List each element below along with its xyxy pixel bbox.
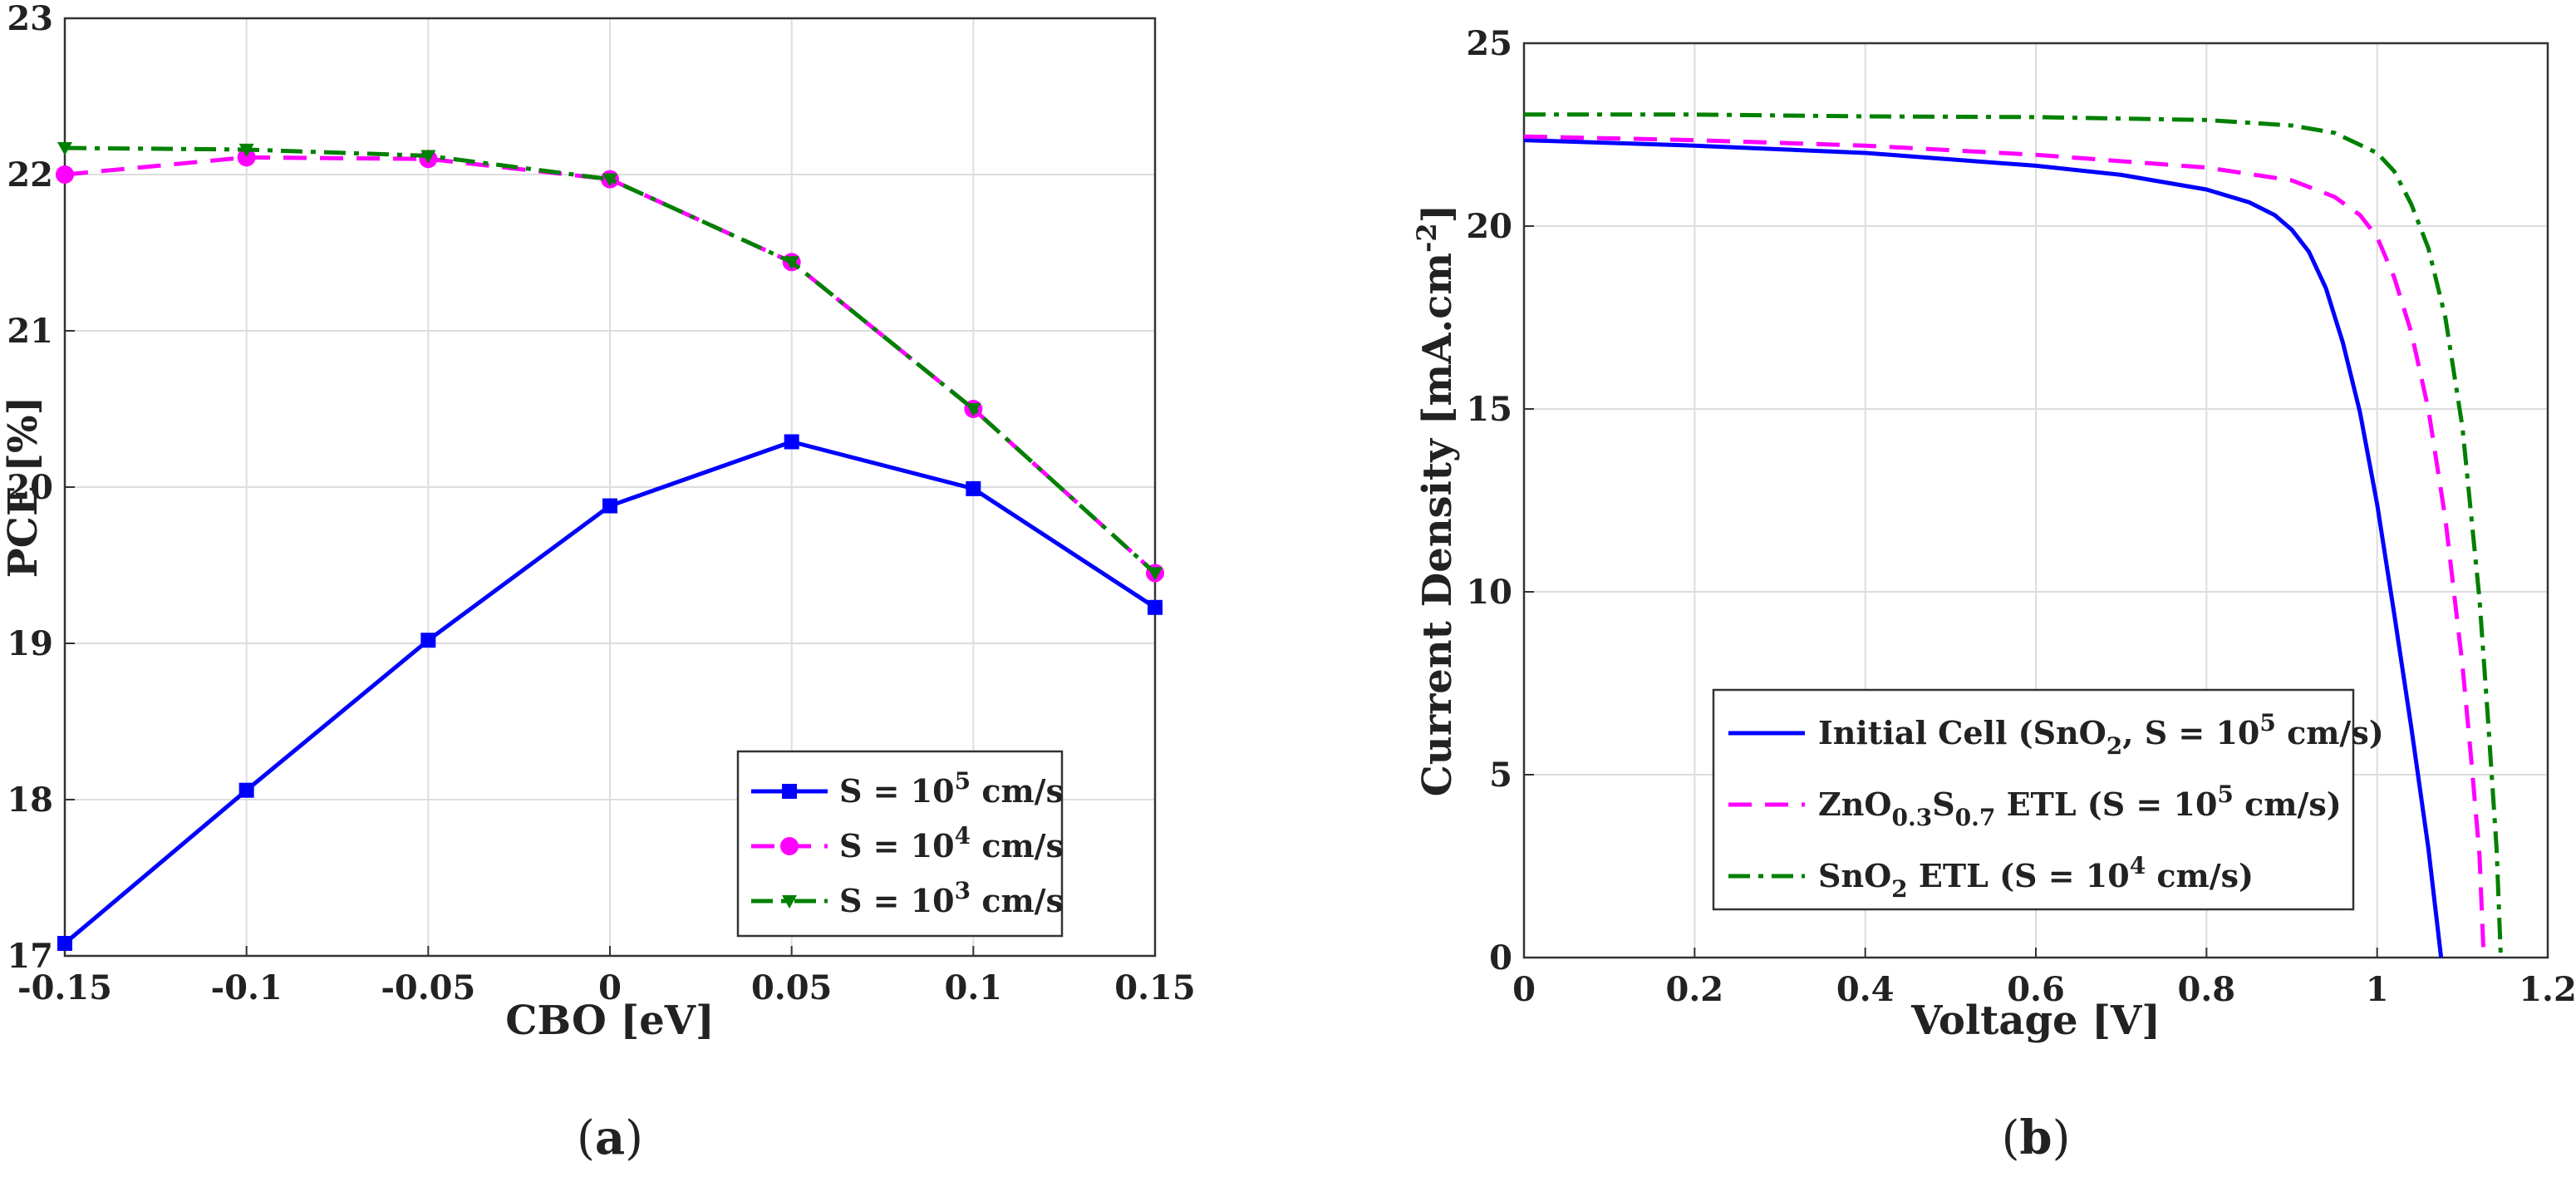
x-tick-label: 1 <box>2366 970 2389 1009</box>
y-tick-label: 22 <box>7 155 53 195</box>
data-point-marker <box>782 784 797 799</box>
y-tick-label: 15 <box>1466 390 1512 429</box>
y-tick-label: 20 <box>7 468 53 507</box>
data-point-marker <box>784 434 799 450</box>
y-tick-label: 23 <box>7 0 53 38</box>
x-axis-label: CBO [eV] <box>505 997 714 1044</box>
x-tick-label: -0.05 <box>381 968 475 1007</box>
legend-label-1: S = 105 cm/s <box>839 767 1064 810</box>
x-tick-label: 1.2 <box>2519 970 2576 1009</box>
x-tick-label: 0.4 <box>1836 970 1895 1009</box>
data-point-marker <box>420 633 436 648</box>
data-point-marker <box>56 165 74 184</box>
x-tick-label: 0.8 <box>2178 970 2236 1009</box>
data-point-marker <box>57 142 72 156</box>
x-axis-label: Voltage [V] <box>1910 997 2161 1044</box>
y-tick-label: 17 <box>7 937 53 976</box>
y-tick-label: 5 <box>1489 756 1512 795</box>
legend-label-2: ZnO0.3S0.7 ETL (S = 105 cm/s) <box>1818 781 2342 831</box>
data-point-marker <box>420 150 436 164</box>
x-tick-label: 0.15 <box>1114 968 1195 1007</box>
x-tick-label: 0.2 <box>1666 970 1724 1009</box>
panel-caption: (b) <box>2002 1111 2071 1165</box>
y-axis-label: Current Density [mA.cm-2] <box>1411 204 1461 797</box>
x-tick-label: 0 <box>1512 970 1536 1009</box>
iv-curve-3 <box>1524 112 2504 958</box>
legend-label-2: S = 104 cm/s <box>839 822 1064 864</box>
legend-label-3: SnO2 ETL (S = 104 cm/s) <box>1818 852 2254 903</box>
y-tick-label: 25 <box>1466 24 1512 63</box>
legend-label-1: Initial Cell (SnO2, S = 105 cm/s) <box>1818 709 2384 760</box>
panel-caption: (a) <box>577 1111 643 1165</box>
data-point-marker <box>780 837 799 855</box>
legend-box <box>1712 688 2355 911</box>
iv-curve-2 <box>1523 134 2486 958</box>
plot-frame <box>63 17 1157 958</box>
y-tick-label: 20 <box>1466 207 1512 246</box>
x-tick-label: -0.1 <box>211 968 283 1007</box>
data-point-marker <box>238 782 254 798</box>
data-point-marker <box>966 480 981 496</box>
plot-frame <box>1522 42 2549 959</box>
y-axis-label: PCE [%] <box>0 396 47 579</box>
data-point-marker <box>602 498 617 514</box>
data-point-marker <box>57 935 72 951</box>
x-tick-label: 0.6 <box>2007 970 2065 1009</box>
y-tick-label: 21 <box>7 312 53 351</box>
x-tick-label: 0.05 <box>751 968 832 1007</box>
x-tick-label: 0.1 <box>945 968 1003 1007</box>
y-tick-label: 18 <box>7 781 53 820</box>
data-point-marker <box>238 143 254 157</box>
panel-b-chart: 0 0.2 0.4 0.6 0.8 1 1.2 0 5 10 15 20 25 Voltage [V] Cu… <box>1411 24 2576 1165</box>
data-point-marker <box>237 148 256 167</box>
data-point-marker <box>784 256 799 270</box>
x-tick-label: -0.15 <box>17 968 112 1007</box>
y-tick-label: 0 <box>1489 938 1512 978</box>
data-point-marker <box>602 173 617 187</box>
data-point-marker <box>966 403 981 416</box>
iv-curve-1 <box>1523 138 2444 958</box>
x-tick-label: 0 <box>598 968 622 1007</box>
data-point-marker <box>1148 599 1163 615</box>
legend-label-3: S = 103 cm/s <box>839 877 1064 919</box>
y-tick-label: 19 <box>7 624 53 663</box>
y-tick-label: 10 <box>1466 573 1512 612</box>
panel-a-chart: -0.15 -0.1 -0.05 0 0.05 0.1 0.15 17 18 19 20 21 22 23… <box>0 0 1196 1165</box>
data-point-marker <box>1148 567 1163 581</box>
data-point-marker <box>782 895 797 909</box>
